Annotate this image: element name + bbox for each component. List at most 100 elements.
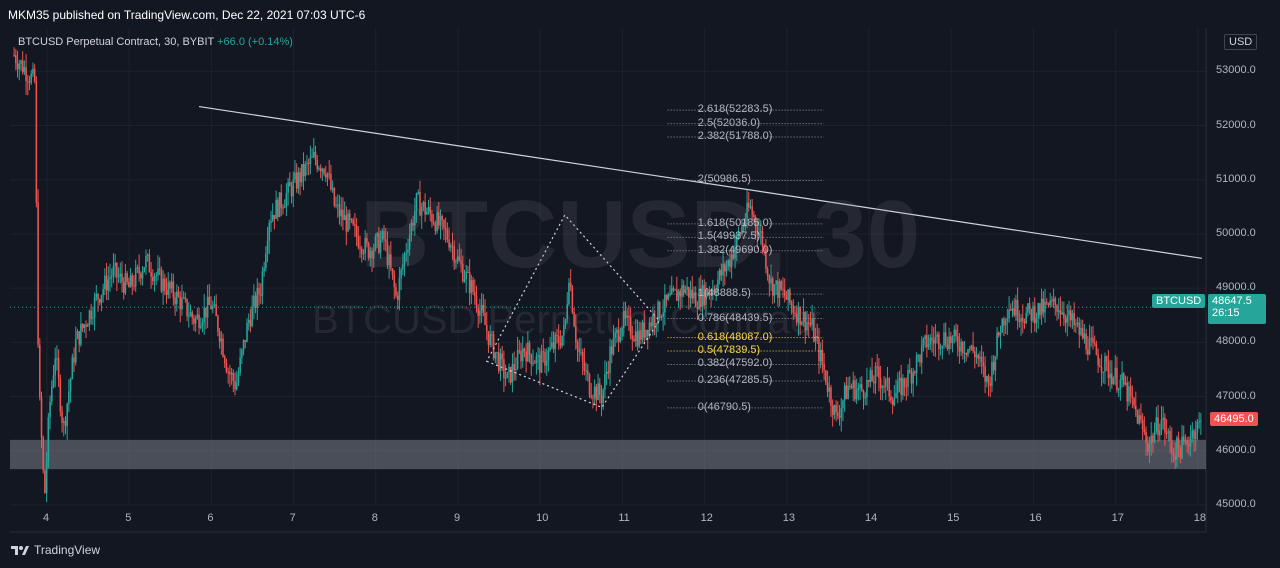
candle-body xyxy=(1126,382,1129,402)
candle-body xyxy=(1025,312,1027,324)
candle-body xyxy=(69,379,72,392)
candle-body xyxy=(295,172,298,189)
resistance-trendline xyxy=(198,105,1202,259)
candle-body xyxy=(1184,440,1187,442)
candle-body xyxy=(814,335,817,342)
candle-body xyxy=(215,304,217,317)
candle-body xyxy=(388,254,390,266)
candle-body xyxy=(1152,435,1154,443)
candle-body xyxy=(1044,301,1046,313)
candle-body xyxy=(932,340,935,344)
candle-body xyxy=(751,206,753,215)
candle-body xyxy=(705,289,707,306)
candle-body xyxy=(799,306,801,325)
candle-body xyxy=(1162,417,1164,420)
candle-body xyxy=(681,285,683,297)
candle-body xyxy=(220,338,223,342)
candle-body xyxy=(193,317,195,324)
candle-body xyxy=(975,354,978,358)
candle-body xyxy=(21,60,24,73)
candle-body xyxy=(311,156,313,158)
candle-body xyxy=(532,362,534,365)
fib-level-label: 0.382(47592.0) xyxy=(697,357,773,370)
candle-body xyxy=(1032,305,1034,321)
candle-body xyxy=(674,289,676,291)
triangle-pattern xyxy=(485,213,661,409)
candle-body xyxy=(917,355,920,357)
candle-body xyxy=(706,289,709,296)
symbol-name[interactable]: BTCUSD Perpetual Contract, 30, BYBIT xyxy=(18,36,215,48)
candle-body xyxy=(664,294,666,313)
tradingview-logo[interactable]: TradingView xyxy=(10,543,100,557)
candle-body xyxy=(979,356,981,359)
candle-body xyxy=(33,68,36,82)
candle-body xyxy=(539,354,541,373)
candle-body xyxy=(1001,318,1004,333)
candle-body xyxy=(845,385,848,399)
candle-body xyxy=(910,372,913,384)
candle-body xyxy=(616,329,618,333)
candle-body xyxy=(235,382,238,390)
candle-body xyxy=(564,319,567,326)
candle-body xyxy=(723,263,726,272)
candle-body xyxy=(256,287,259,308)
candle-body xyxy=(958,346,961,352)
candle-body xyxy=(1158,430,1161,436)
candle-body xyxy=(653,315,656,325)
candle-body xyxy=(521,348,524,362)
time-tick-label: 12 xyxy=(700,512,713,524)
candle-body xyxy=(785,296,788,300)
candle-body xyxy=(595,386,598,401)
last-price-symbol-tag: BTCUSD xyxy=(1152,294,1206,308)
candle-body xyxy=(1124,382,1127,385)
candle-body xyxy=(1056,305,1058,312)
candle-body xyxy=(367,243,370,259)
candle-body xyxy=(525,351,527,362)
candle-body xyxy=(545,360,548,366)
candle-body xyxy=(1155,417,1158,432)
candle-body xyxy=(371,250,373,259)
candle-body xyxy=(1169,431,1171,441)
candle-body xyxy=(638,330,640,347)
candle-body xyxy=(624,310,627,319)
candle-body xyxy=(1003,318,1005,326)
candle-body xyxy=(665,294,668,300)
candle-body xyxy=(244,340,247,342)
candle-body xyxy=(1035,318,1038,324)
candle-body xyxy=(742,225,745,228)
candle-body xyxy=(28,81,31,83)
candle-body xyxy=(354,224,356,226)
candle-body xyxy=(710,293,712,295)
candle-body xyxy=(62,421,65,423)
candle-body xyxy=(1028,303,1031,310)
candle-body xyxy=(410,222,413,236)
candle-body xyxy=(1069,310,1072,321)
candle-body xyxy=(902,378,904,396)
candle-body xyxy=(152,276,154,282)
candle-body xyxy=(895,392,897,399)
candle-body xyxy=(265,253,267,269)
candle-body xyxy=(1200,420,1202,422)
candle-body xyxy=(1181,436,1183,459)
candle-body xyxy=(461,264,464,282)
candle-body xyxy=(508,366,510,373)
candle-body xyxy=(1008,309,1010,319)
candle-body xyxy=(1194,432,1197,440)
candle-body xyxy=(689,289,692,298)
candle-body xyxy=(222,338,224,357)
candle-body xyxy=(80,323,82,345)
fib-level-label: 2.5(52036.0) xyxy=(697,116,761,129)
candle-body xyxy=(484,312,486,325)
candle-body xyxy=(1047,302,1050,306)
candle-body xyxy=(1167,431,1170,433)
candle-body xyxy=(890,396,892,401)
candle-body xyxy=(811,318,813,325)
candle-body xyxy=(160,269,163,292)
currency-button[interactable]: USD xyxy=(1224,34,1258,50)
candle-body xyxy=(164,278,166,291)
candle-body xyxy=(271,215,274,221)
candle-body xyxy=(804,311,807,331)
candle-body xyxy=(607,371,610,374)
candle-body xyxy=(85,324,87,327)
